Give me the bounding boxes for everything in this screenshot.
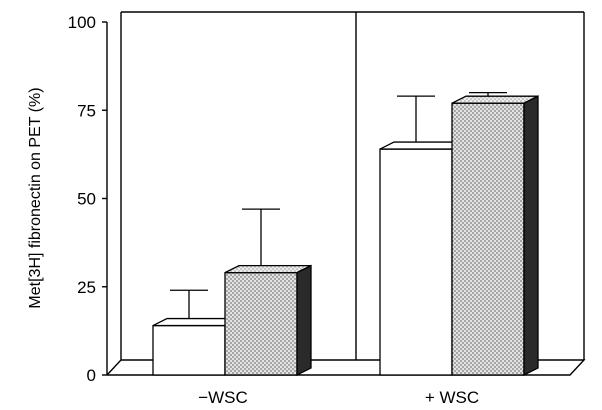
x-tick-label: + WSC	[425, 388, 479, 407]
bar	[451, 91, 539, 377]
x-tick-label: −WSC	[198, 388, 248, 407]
bar	[379, 95, 467, 376]
x-axis-labels: −WSC + WSC	[198, 388, 479, 407]
y-axis-title: Met[3H] fibronectin on PET (%)	[27, 87, 44, 308]
bar	[152, 289, 240, 376]
bar-front-face	[379, 148, 453, 376]
y-tick-label: 0	[87, 366, 96, 385]
y-tick-label: 50	[77, 190, 96, 209]
y-tick-label: 100	[68, 13, 96, 32]
y-tick-label: 25	[77, 278, 96, 297]
y-tick-label: 75	[77, 101, 96, 120]
bar-front-face	[224, 271, 298, 376]
bar-side-face	[296, 264, 312, 377]
bar-front-face	[451, 102, 525, 376]
bar-side-face	[523, 95, 539, 377]
bar	[224, 208, 312, 377]
floor	[107, 359, 586, 376]
bar-front-face	[152, 324, 226, 376]
bars-group	[152, 91, 539, 377]
y-axis-ticks: 0 25 50 75 100	[68, 13, 107, 385]
